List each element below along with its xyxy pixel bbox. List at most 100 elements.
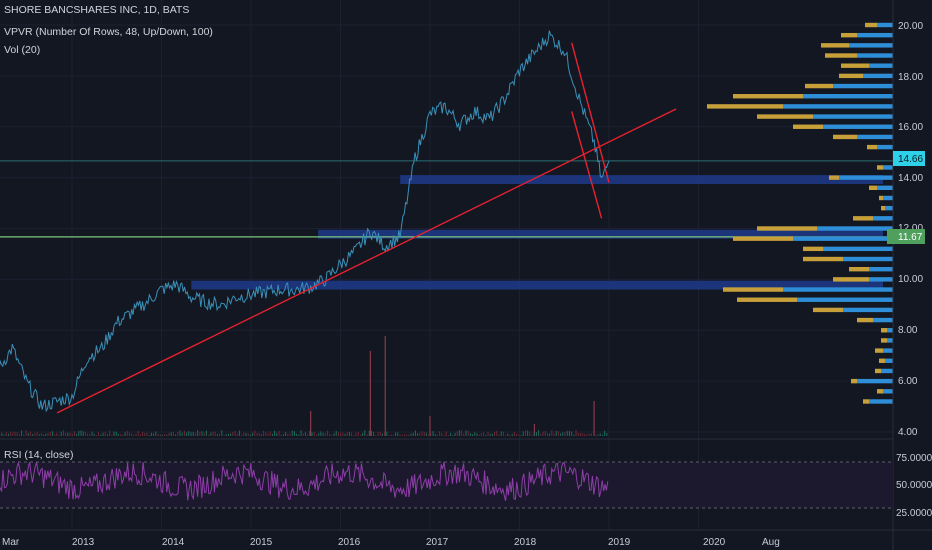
- volume-profile-down-bar: [881, 338, 887, 343]
- volume-profile-up-bar: [823, 124, 893, 129]
- volume-profile-up-bar: [857, 32, 893, 38]
- volume-profile-down-bar: [863, 399, 869, 404]
- time-tick: 2020: [703, 537, 726, 548]
- volume-bars: [0, 336, 608, 436]
- volume-profile: [707, 22, 893, 404]
- volume-profile-down-bar: [813, 307, 843, 313]
- volume-profile-down-bar: [875, 368, 881, 374]
- volume-profile-down-bar: [839, 73, 863, 79]
- volume-profile-up-bar: [873, 317, 893, 323]
- last-price-tag: [893, 151, 925, 166]
- time-tick: Aug: [762, 537, 780, 548]
- volume-profile-up-bar: [883, 165, 893, 170]
- volume-profile-down-bar: [851, 378, 857, 384]
- volume-profile-up-bar: [873, 216, 893, 221]
- value-area-band: [191, 280, 884, 290]
- volume-profile-down-bar: [881, 328, 887, 333]
- volume-profile-up-bar: [883, 195, 893, 201]
- time-tick: 2013: [72, 537, 95, 548]
- price-series: [0, 30, 610, 413]
- volume-profile-up-bar: [857, 53, 893, 58]
- volume-profile-down-bar: [841, 63, 869, 68]
- vpvr-label[interactable]: VPVR (Number Of Rows, 48, Up/Down, 100): [4, 26, 213, 38]
- volume-profile-down-bar: [757, 114, 813, 119]
- price-tick: 6.00: [898, 376, 918, 387]
- volume-profile-up-bar: [883, 348, 893, 353]
- volume-profile-down-bar: [857, 317, 873, 323]
- time-tick: 2014: [162, 537, 185, 548]
- volume-profile-up-bar: [885, 205, 893, 211]
- rsi-label[interactable]: RSI (14, close): [4, 449, 73, 461]
- price-tick: 18.00: [898, 72, 923, 83]
- volume-profile-down-bar: [733, 94, 803, 99]
- price-tick: 8.00: [898, 325, 918, 336]
- rsi-tick: 75.0000: [896, 453, 932, 464]
- value-area-band: [400, 175, 883, 184]
- volume-profile-up-bar: [843, 307, 893, 313]
- volume-profile-up-bar: [877, 185, 893, 190]
- volume-profile-down-bar: [829, 175, 839, 180]
- volume-profile-up-bar: [869, 277, 893, 282]
- volume-profile-down-bar: [833, 277, 869, 282]
- volume-profile-down-bar: [877, 165, 883, 170]
- volume-profile-up-bar: [823, 246, 893, 252]
- time-tick: Mar: [2, 537, 20, 548]
- volume-profile-down-bar: [733, 236, 793, 241]
- price-tick: 4.00: [898, 427, 918, 438]
- volume-label[interactable]: Vol (20): [4, 44, 40, 56]
- volume-profile-down-bar: [833, 134, 857, 140]
- volume-profile-down-bar: [803, 246, 823, 252]
- volume-profile-up-bar: [869, 267, 893, 272]
- volume-profile-down-bar: [879, 358, 885, 363]
- value-area-bands: [191, 175, 884, 290]
- time-tick: 2018: [514, 537, 537, 548]
- price-line: [0, 30, 610, 413]
- volume-profile-up-bar: [857, 378, 893, 384]
- grid: [0, 0, 893, 530]
- volume-profile-down-bar: [723, 287, 783, 292]
- volume-profile-down-bar: [805, 83, 833, 89]
- rsi-tick: 25.0000: [896, 508, 932, 519]
- volume-profile-up-bar: [863, 73, 893, 79]
- volume-profile-up-bar: [887, 338, 893, 343]
- volume-profile-down-bar: [879, 195, 883, 201]
- volume-profile-up-bar: [797, 297, 893, 302]
- volume-profile-up-bar: [803, 94, 893, 99]
- volume-profile-down-bar: [867, 144, 877, 150]
- volume-profile-up-bar: [869, 399, 893, 404]
- volume-profile-down-bar: [853, 216, 873, 221]
- volume-profile-down-bar: [849, 267, 869, 272]
- volume-profile-up-bar: [849, 43, 893, 48]
- time-tick: 2017: [426, 537, 449, 548]
- volume-profile-up-bar: [857, 134, 893, 140]
- volume-profile-up-bar: [885, 358, 893, 363]
- trendline-1: [56, 108, 677, 414]
- volume-profile-down-bar: [825, 53, 857, 58]
- volume-profile-down-bar: [875, 348, 883, 353]
- volume-profile-up-bar: [877, 144, 893, 150]
- trendline-3: [571, 111, 603, 219]
- price-tick: 20.00: [898, 21, 923, 32]
- volume-profile-down-bar: [737, 297, 797, 302]
- volume-profile-up-bar: [817, 226, 893, 231]
- price-tick: 16.00: [898, 122, 923, 133]
- trendlines[interactable]: [56, 42, 677, 414]
- volume-profile-up-bar: [839, 175, 893, 180]
- last-price-label: 14.66: [898, 154, 923, 165]
- price-tick: 14.00: [898, 173, 923, 184]
- volume-profile-down-bar: [881, 205, 885, 211]
- volume-profile-down-bar: [707, 104, 783, 109]
- volume-profile-up-bar: [793, 236, 893, 241]
- volume-profile-down-bar: [803, 256, 843, 262]
- volume-profile-down-bar: [793, 124, 823, 129]
- line-price-label: 11.67: [898, 232, 923, 243]
- volume-profile-up-bar: [887, 328, 893, 333]
- time-tick: 2015: [250, 537, 273, 548]
- rsi-path: [0, 461, 609, 501]
- volume-profile-up-bar: [833, 83, 893, 89]
- volume-profile-down-bar: [757, 226, 817, 231]
- volume-profile-up-bar: [877, 22, 893, 28]
- volume-profile-down-bar: [865, 22, 877, 28]
